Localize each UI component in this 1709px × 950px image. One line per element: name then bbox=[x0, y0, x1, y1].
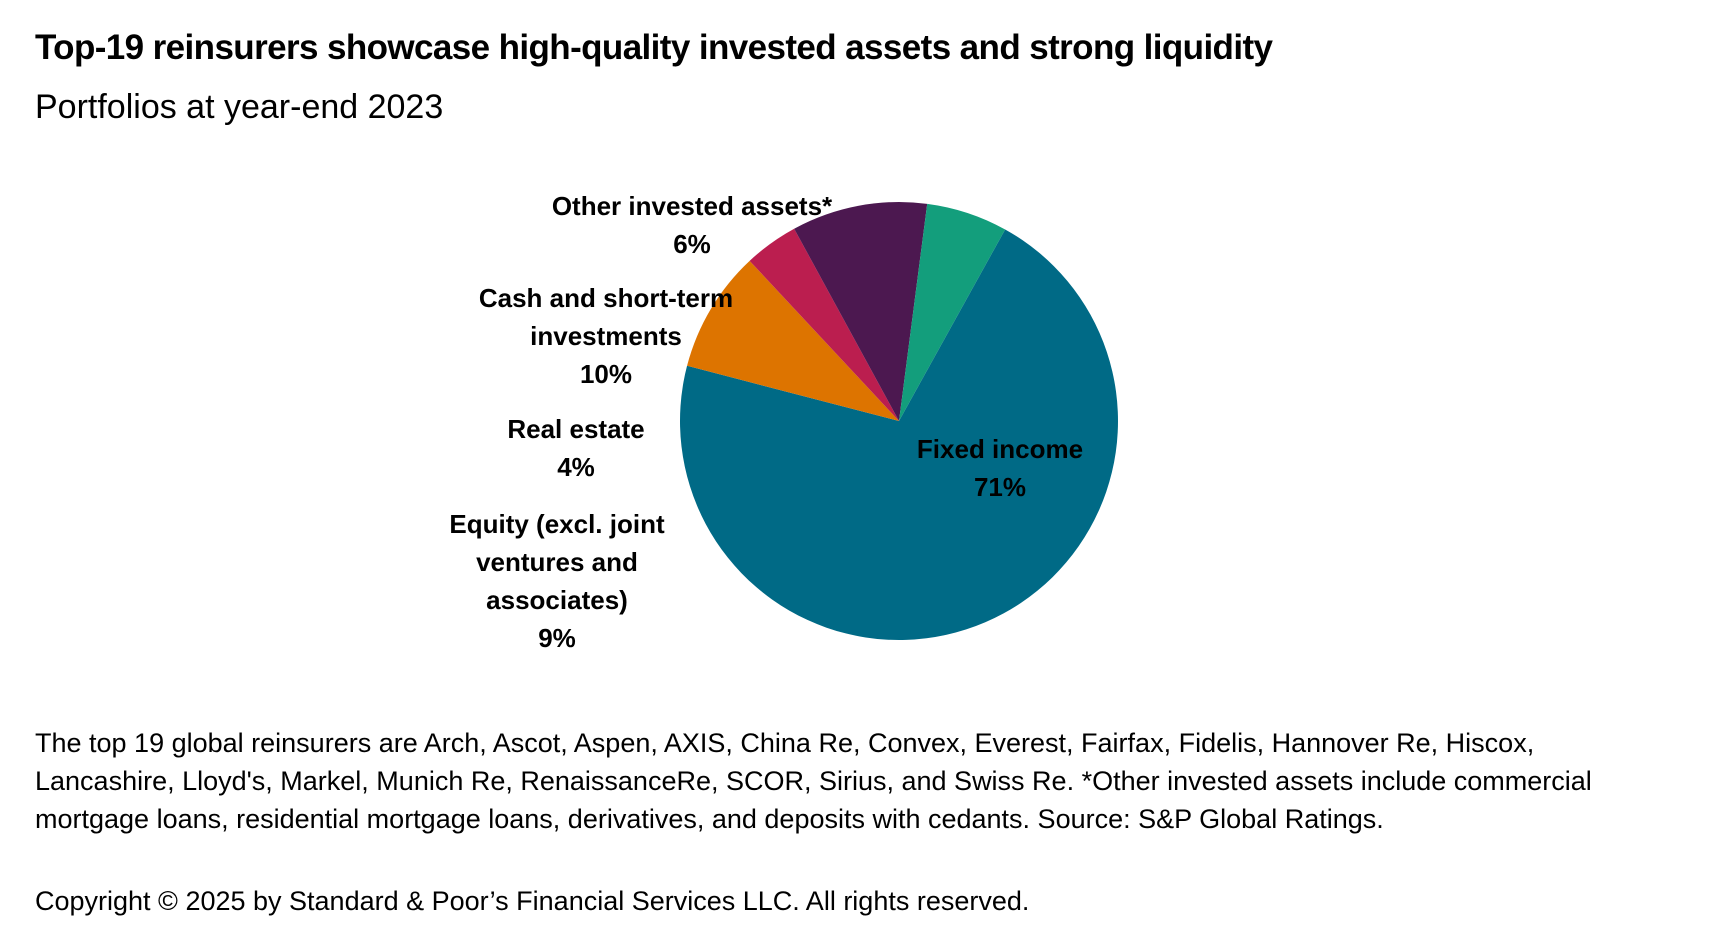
slice-label-line: 6% bbox=[673, 229, 711, 259]
slice-label: Fixed income 71% bbox=[917, 434, 1083, 502]
copyright-notice: Copyright © 2025 by Standard & Poor’s Fi… bbox=[35, 886, 1030, 916]
slice-label-line: 10% bbox=[580, 359, 632, 389]
slice-label-line: Cash and short-term bbox=[479, 283, 733, 313]
slice-label-line: 9% bbox=[538, 623, 576, 653]
pie-slice bbox=[794, 201, 928, 421]
chart-subtitle: Portfolios at year-end 2023 bbox=[35, 88, 444, 126]
slice-label-line: Equity (excl. joint bbox=[449, 509, 665, 539]
pie-slices bbox=[679, 201, 1118, 641]
chart-title: Top-19 reinsurers showcase high-quality … bbox=[35, 28, 1273, 67]
slice-label-line: investments bbox=[530, 321, 682, 351]
pie-chart: Fixed income 71% Equity (excl. joint ventur… bbox=[449, 191, 1118, 653]
slice-label-line: Other invested assets* bbox=[552, 191, 833, 221]
pie-labels: Fixed income 71% Equity (excl. joint ventur… bbox=[449, 191, 1083, 653]
pie-slice bbox=[749, 228, 899, 421]
footnote: The top 19 global reinsurers are Arch, A… bbox=[35, 728, 1592, 834]
slice-label-line: Fixed income bbox=[917, 434, 1083, 464]
pie-slice bbox=[679, 229, 1118, 641]
slice-label: Cash and short-term investments 10% bbox=[479, 283, 733, 389]
slice-label-line: 71% bbox=[974, 472, 1026, 502]
slice-label: Equity (excl. joint ventures and associate… bbox=[449, 509, 665, 653]
pie-slice bbox=[899, 203, 1006, 421]
slice-label-line: 4% bbox=[557, 452, 595, 482]
slice-label-line: associates) bbox=[486, 585, 628, 615]
slice-label-line: ventures and bbox=[476, 547, 638, 577]
pie-slice bbox=[687, 260, 899, 421]
slice-label-line: Real estate bbox=[507, 414, 644, 444]
slice-label: Other invested assets* 6% bbox=[552, 191, 833, 259]
slice-label: Real estate 4% bbox=[507, 414, 644, 482]
